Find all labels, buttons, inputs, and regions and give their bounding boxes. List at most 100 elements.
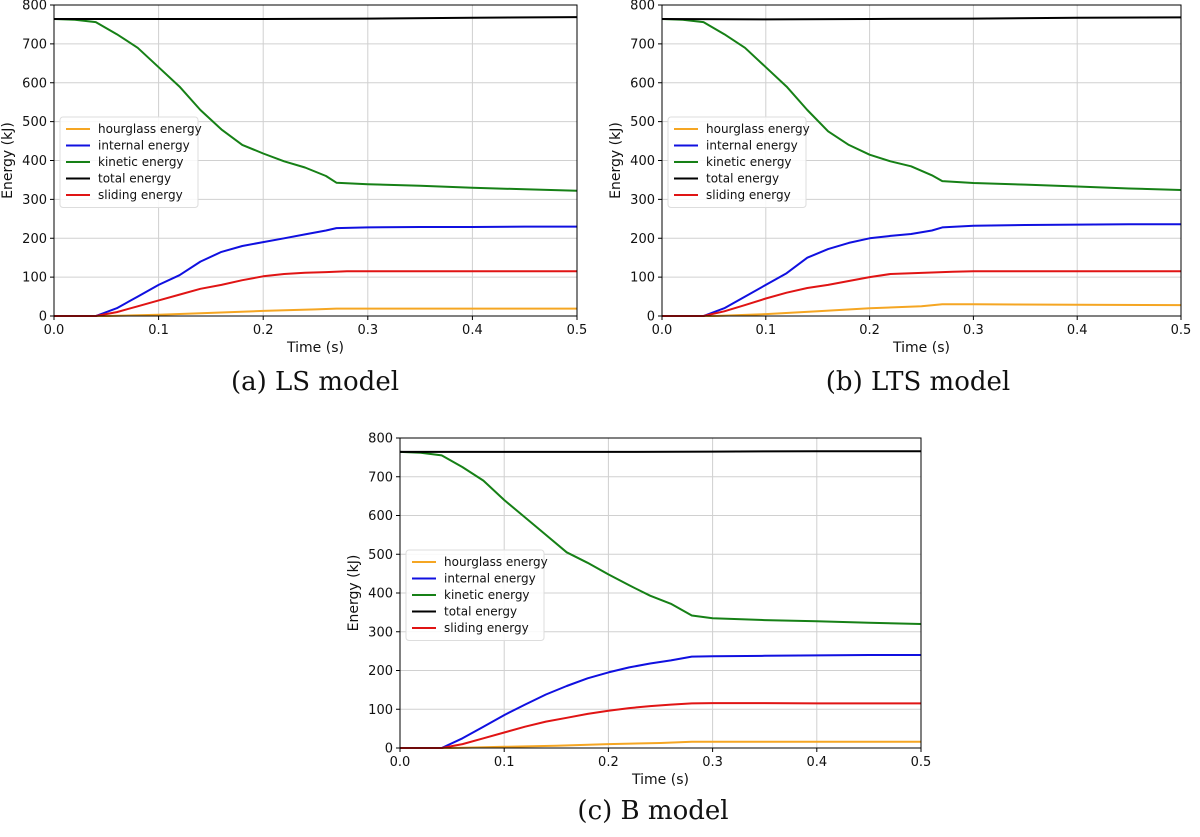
x-tick-label: 0.4 bbox=[806, 755, 827, 770]
axes: 0.0 0.1 0.2 0.3 0.4 0.5 0 100 200 300 400 500 600 700… bbox=[22, 0, 587, 338]
y-tick-label: 600 bbox=[630, 76, 655, 91]
x-tick-label: 0.1 bbox=[494, 755, 515, 770]
series-line-sliding-energy bbox=[54, 270, 577, 317]
y-tick-label: 700 bbox=[22, 37, 47, 52]
series-line-total-energy bbox=[661, 16, 1182, 21]
legend-entry: sliding energy bbox=[98, 188, 183, 202]
legend-box bbox=[59, 116, 199, 208]
axes: 0.0 0.1 0.2 0.3 0.4 0.5 0 100 200 300 400 500 600 700… bbox=[630, 0, 1191, 338]
y-tick-label: 0 bbox=[385, 742, 393, 757]
series-line-kinetic-energy bbox=[661, 18, 1182, 191]
y-tick-label: 500 bbox=[630, 115, 655, 130]
y-tick-label: 300 bbox=[22, 193, 47, 208]
series-line-hourglass-energy bbox=[400, 740, 921, 749]
x-tick-label: 0.4 bbox=[462, 323, 483, 338]
x-axis-label: Time (s) bbox=[631, 772, 689, 788]
legend-entry: kinetic energy bbox=[444, 588, 530, 602]
x-tick-label: 0.3 bbox=[702, 755, 723, 770]
y-tick-label: 100 bbox=[630, 271, 655, 286]
caption-ls-model: (a) LS model bbox=[230, 367, 400, 397]
y-tick-label: 400 bbox=[630, 154, 655, 169]
legend-entry: kinetic energy bbox=[706, 155, 792, 169]
chart-ls-plot: 0.0 0.1 0.2 0.3 0.4 0.5 0 100 200 300 400 500 600 700… bbox=[0, 0, 587, 356]
caption-b-model: (c) B model bbox=[577, 796, 729, 826]
y-tick-label: 500 bbox=[22, 115, 47, 130]
series-line-total-energy bbox=[400, 450, 921, 453]
y-tick-label: 400 bbox=[368, 587, 393, 602]
y-tick-label: 800 bbox=[630, 0, 655, 14]
y-tick-label: 800 bbox=[368, 432, 393, 447]
x-tick-label: 0.2 bbox=[598, 755, 619, 770]
legend: hourglass energy internal energy kinetic e… bbox=[59, 116, 202, 208]
series-group bbox=[53, 16, 578, 317]
legend: hourglass energy internal energy kinetic e… bbox=[405, 549, 548, 641]
y-axis-label: Energy (kJ) bbox=[346, 555, 362, 632]
x-tick-label: 0.2 bbox=[253, 323, 274, 338]
y-axis-label: Energy (kJ) bbox=[608, 122, 624, 199]
y-tick-label: 200 bbox=[630, 232, 655, 247]
x-tick-label: 0.2 bbox=[859, 323, 880, 338]
series-line-internal-energy bbox=[54, 225, 577, 317]
chart-panel-ls: 0.0 0.1 0.2 0.3 0.4 0.5 0 100 200 300 400 500 600 700… bbox=[0, 0, 600, 410]
series-line-sliding-energy bbox=[400, 702, 921, 749]
chart-lts-plot: 0.0 0.1 0.2 0.3 0.4 0.5 0 100 200 300 400 500 600 700… bbox=[608, 0, 1191, 356]
legend-entry: kinetic energy bbox=[98, 155, 184, 169]
legend-entry: total energy bbox=[444, 605, 517, 619]
legend-entry: sliding energy bbox=[444, 621, 529, 635]
y-tick-label: 200 bbox=[368, 664, 393, 679]
y-tick-label: 700 bbox=[630, 37, 655, 52]
series-line-sliding-energy bbox=[662, 270, 1181, 317]
y-tick-label: 600 bbox=[368, 509, 393, 524]
y-tick-label: 300 bbox=[630, 193, 655, 208]
legend-entry: hourglass energy bbox=[444, 555, 548, 569]
chart-panel-lts: 0.0 0.1 0.2 0.3 0.4 0.5 0 100 200 300 400 500 600 700… bbox=[600, 0, 1200, 410]
series-line-kinetic-energy bbox=[53, 18, 578, 192]
legend-entry: sliding energy bbox=[706, 188, 791, 202]
x-tick-label: 0.3 bbox=[963, 323, 984, 338]
series-line-hourglass-energy bbox=[54, 307, 577, 317]
legend-entry: internal energy bbox=[444, 572, 536, 586]
y-tick-label: 100 bbox=[22, 271, 47, 286]
legend-entry: internal energy bbox=[706, 139, 798, 153]
chart-b-plot: 0.0 0.1 0.2 0.3 0.4 0.5 0 100 200 300 400 500 600 700… bbox=[346, 432, 931, 789]
caption-lts-model: (b) LTS model bbox=[825, 367, 1011, 397]
x-tick-label: 0.0 bbox=[390, 755, 411, 770]
series-line-total-energy bbox=[54, 16, 578, 20]
legend-entry: total energy bbox=[98, 172, 171, 186]
y-tick-label: 100 bbox=[368, 703, 393, 718]
series-line-internal-energy bbox=[400, 654, 921, 749]
x-tick-label: 0.1 bbox=[148, 323, 169, 338]
series-line-hourglass-energy bbox=[662, 303, 1182, 317]
legend-box bbox=[405, 549, 545, 641]
legend-entry: hourglass energy bbox=[706, 122, 810, 136]
y-tick-label: 400 bbox=[22, 154, 47, 169]
x-tick-label: 0.1 bbox=[755, 323, 776, 338]
x-axis-label: Time (s) bbox=[892, 340, 950, 356]
x-tick-label: 0.5 bbox=[1171, 323, 1192, 338]
legend: hourglass energy internal energy kinetic e… bbox=[667, 116, 810, 208]
x-axis-label: Time (s) bbox=[286, 340, 344, 356]
series-group bbox=[399, 450, 922, 749]
y-tick-label: 200 bbox=[22, 232, 47, 247]
axes: 0.0 0.1 0.2 0.3 0.4 0.5 0 100 200 300 400 500 600 700… bbox=[368, 432, 931, 771]
x-tick-label: 0.3 bbox=[357, 323, 378, 338]
chart-panel-b: 0.0 0.1 0.2 0.3 0.4 0.5 0 100 200 300 400 500 600 700… bbox=[340, 426, 940, 837]
y-tick-label: 800 bbox=[22, 0, 47, 14]
y-tick-label: 600 bbox=[22, 76, 47, 91]
y-axis-label: Energy (kJ) bbox=[0, 122, 16, 199]
y-tick-label: 0 bbox=[39, 310, 47, 325]
y-tick-label: 500 bbox=[368, 548, 393, 563]
y-tick-label: 0 bbox=[647, 310, 655, 325]
y-tick-label: 700 bbox=[368, 470, 393, 485]
x-tick-label: 0.5 bbox=[911, 755, 932, 770]
series-line-kinetic-energy bbox=[399, 450, 922, 625]
x-tick-label: 0.0 bbox=[44, 323, 65, 338]
legend-entry: total energy bbox=[706, 172, 779, 186]
legend-entry: internal energy bbox=[98, 139, 190, 153]
y-tick-label: 300 bbox=[368, 625, 393, 640]
series-group bbox=[661, 16, 1182, 317]
legend-box bbox=[667, 116, 807, 208]
legend-entry: hourglass energy bbox=[98, 122, 202, 136]
x-tick-label: 0.4 bbox=[1067, 323, 1088, 338]
x-tick-label: 0.5 bbox=[567, 323, 588, 338]
